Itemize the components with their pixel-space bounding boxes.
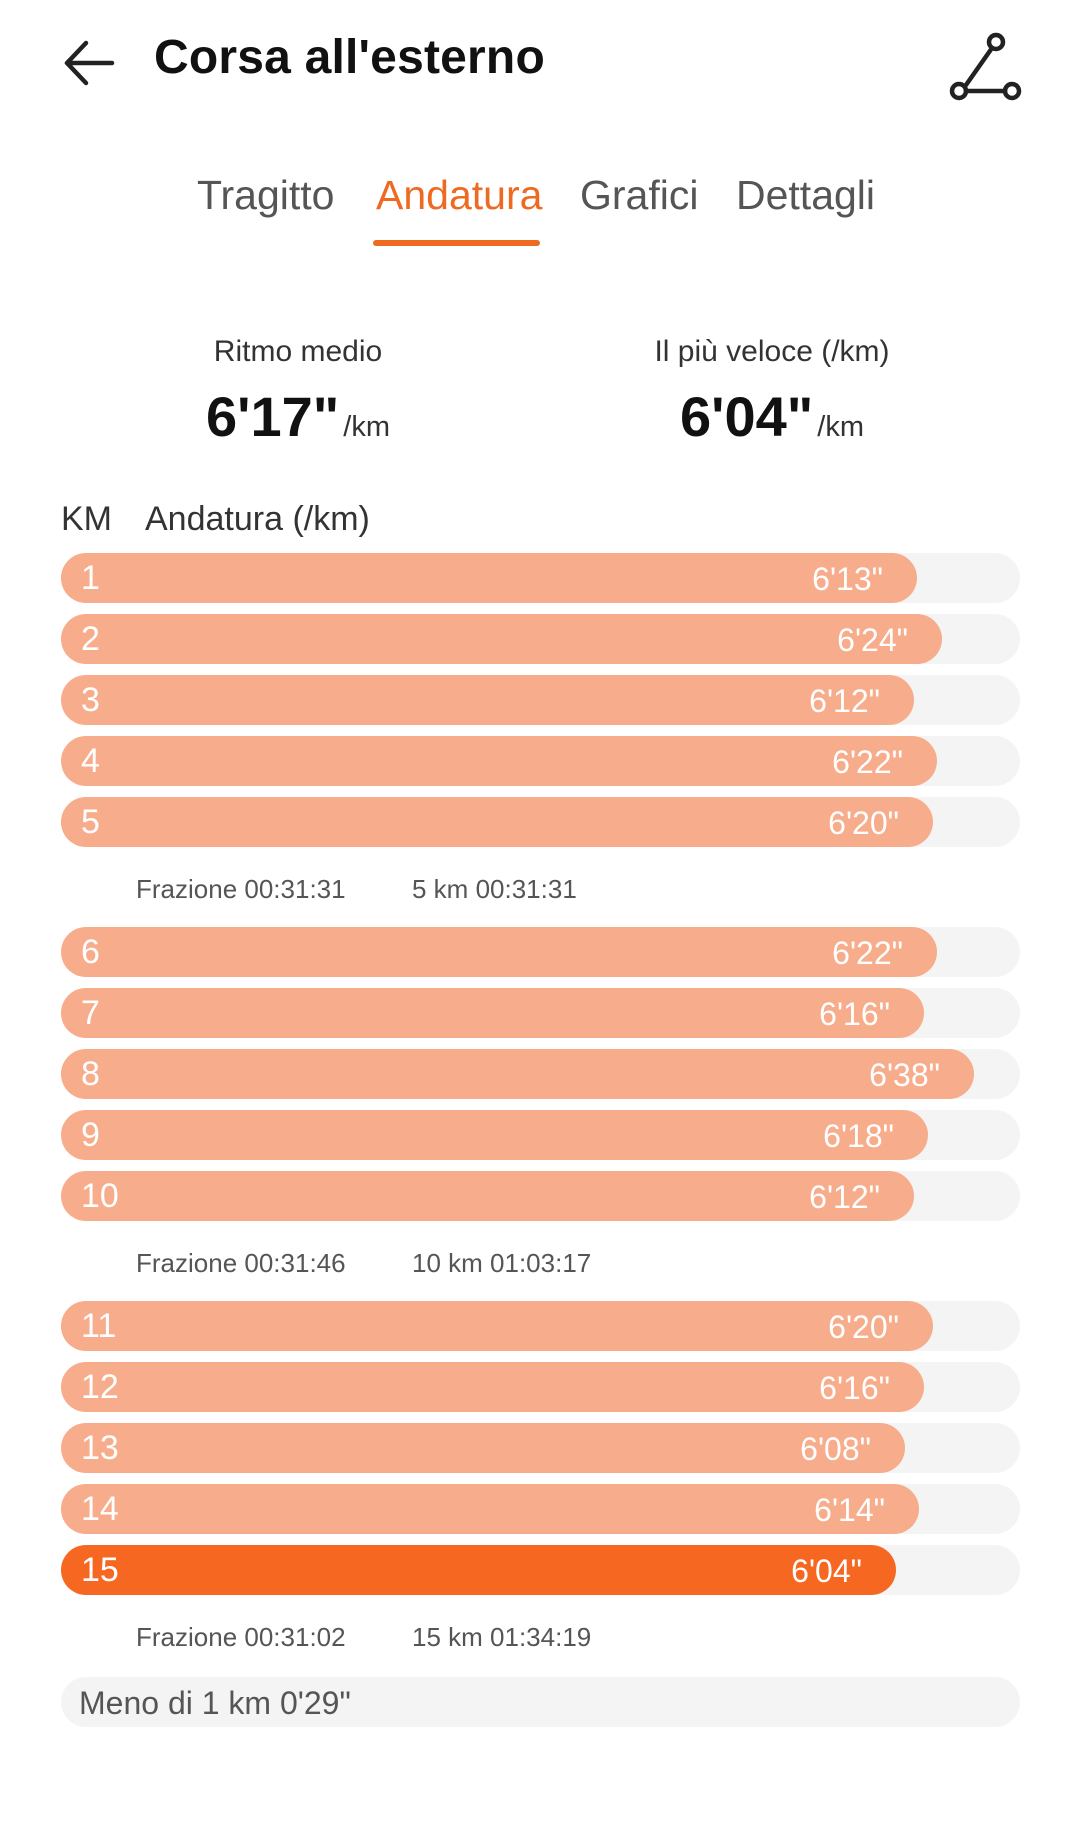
avg-pace-label: Ritmo medio (213, 335, 383, 368)
pace-row-km: 12 (81, 1368, 119, 1406)
pace-row-track: 1 6'13" (61, 553, 1020, 603)
pace-row-km: 1 (81, 559, 100, 597)
pace-row-track: 3 6'12" (61, 675, 1020, 725)
tab-andatura[interactable]: Andatura (376, 172, 543, 218)
pace-row-km: 3 (81, 681, 100, 719)
pace-row-track: 9 6'18" (61, 1110, 1020, 1160)
pace-row-km: 5 (81, 803, 100, 841)
pace-bar: 11 6'20" (61, 1301, 933, 1351)
fastest-pace-unit: /km (817, 411, 865, 443)
cumulative-time: 10 km 01:03:17 (412, 1248, 592, 1278)
pace-row-value: 6'22" (832, 744, 903, 780)
pace-bar: 1 6'13" (61, 553, 917, 603)
avg-pace-value: 6'17"/km (98, 384, 498, 449)
pace-row-track: 13 6'08" (61, 1423, 1020, 1473)
avg-pace-number: 6'17" (205, 385, 340, 448)
tab-grafici[interactable]: Grafici (580, 172, 699, 218)
pace-row-value: 6'20" (828, 1309, 899, 1345)
app-header: Corsa all'esterno (0, 0, 1080, 130)
pace-bar: 10 6'12" (61, 1171, 914, 1221)
pace-row-value: 6'14" (814, 1492, 885, 1528)
pace-row-value: 6'12" (809, 1179, 880, 1215)
pace-bar: 13 6'08" (61, 1423, 905, 1473)
fastest-pace-value: 6'04"/km (572, 384, 972, 449)
pace-bar: 9 6'18" (61, 1110, 928, 1160)
pace-row-track: 15 6'04" (61, 1545, 1020, 1595)
pace-row-value: 6'04" (791, 1553, 862, 1589)
pace-bar: 7 6'16" (61, 988, 924, 1038)
arrow-left-icon (64, 40, 115, 86)
pace-row-km: 9 (81, 1116, 100, 1154)
pace-row-km: 2 (81, 620, 100, 658)
pace-row-track: 8 6'38" (61, 1049, 1020, 1099)
cumulative-time: 5 km 00:31:31 (412, 874, 577, 904)
pace-bar-fastest: 15 6'04" (61, 1545, 896, 1595)
pace-row-value: 6'38" (869, 1057, 940, 1093)
split-time: Frazione 00:31:31 (136, 874, 346, 904)
pace-row-km: 6 (81, 933, 100, 971)
remainder-row: Meno di 1 km 0'29" (61, 1677, 1020, 1727)
pace-row-track: 2 6'24" (61, 614, 1020, 664)
fastest-pace-number: 6'04" (679, 385, 814, 448)
pace-bar: 12 6'16" (61, 1362, 924, 1412)
pace-row-track: 14 6'14" (61, 1484, 1020, 1534)
pace-row-value: 6'22" (832, 935, 903, 971)
pace-bar: 4 6'22" (61, 736, 937, 786)
pace-row-km: 15 (81, 1551, 119, 1589)
cumulative-time: 15 km 01:34:19 (412, 1622, 592, 1652)
pace-row-value: 6'18" (823, 1118, 894, 1154)
pace-row-km: 14 (81, 1490, 119, 1528)
pace-row-value: 6'16" (819, 1370, 890, 1406)
pace-bar: 6 6'22" (61, 927, 937, 977)
pace-row-km: 13 (81, 1429, 119, 1467)
pace-row-track: 10 6'12" (61, 1171, 1020, 1221)
avg-pace-unit: /km (343, 411, 391, 443)
tab-dettagli[interactable]: Dettagli (736, 172, 876, 218)
pace-column-header: Andatura (/km) (145, 500, 370, 538)
split-time: Frazione 00:31:02 (136, 1622, 346, 1652)
pace-bar: 5 6'20" (61, 797, 933, 847)
pace-row-track: 7 6'16" (61, 988, 1020, 1038)
pace-row-value: 6'13" (812, 561, 883, 597)
pace-row-track: 5 6'20" (61, 797, 1020, 847)
split-time: Frazione 00:31:46 (136, 1248, 346, 1278)
pace-row-value: 6'12" (809, 683, 880, 719)
active-tab-indicator (373, 240, 540, 246)
pace-row-track: 12 6'16" (61, 1362, 1020, 1412)
pace-row-value: 6'24" (837, 622, 908, 658)
route-button[interactable] (946, 28, 1024, 106)
pace-row-track: 6 6'22" (61, 927, 1020, 977)
pace-row-value: 6'08" (800, 1431, 871, 1467)
pace-bar: 2 6'24" (61, 614, 942, 664)
route-icon (949, 32, 1022, 101)
pace-row-km: 11 (81, 1307, 117, 1345)
pace-row-km: 7 (81, 994, 100, 1032)
back-button[interactable] (56, 26, 130, 100)
pace-row-km: 10 (81, 1177, 119, 1215)
page-title: Corsa all'esterno (154, 31, 545, 84)
km-column-header: KM (61, 500, 112, 538)
tab-tragitto[interactable]: Tragitto (197, 172, 335, 218)
fastest-pace-label: Il più veloce (/km) (654, 335, 890, 368)
pace-row-value: 6'16" (819, 996, 890, 1032)
pace-row-track: 4 6'22" (61, 736, 1020, 786)
pace-row-km: 8 (81, 1055, 100, 1093)
pace-row-track: 11 6'20" (61, 1301, 1020, 1351)
tab-bar: Tragitto Andatura Grafici Dettagli (0, 172, 1080, 252)
pace-bar: 14 6'14" (61, 1484, 919, 1534)
pace-bar: 3 6'12" (61, 675, 914, 725)
pace-row-km: 4 (81, 742, 100, 780)
pace-row-value: 6'20" (828, 805, 899, 841)
remainder-label: Meno di 1 km 0'29" (79, 1685, 351, 1721)
pace-bar: 8 6'38" (61, 1049, 974, 1099)
